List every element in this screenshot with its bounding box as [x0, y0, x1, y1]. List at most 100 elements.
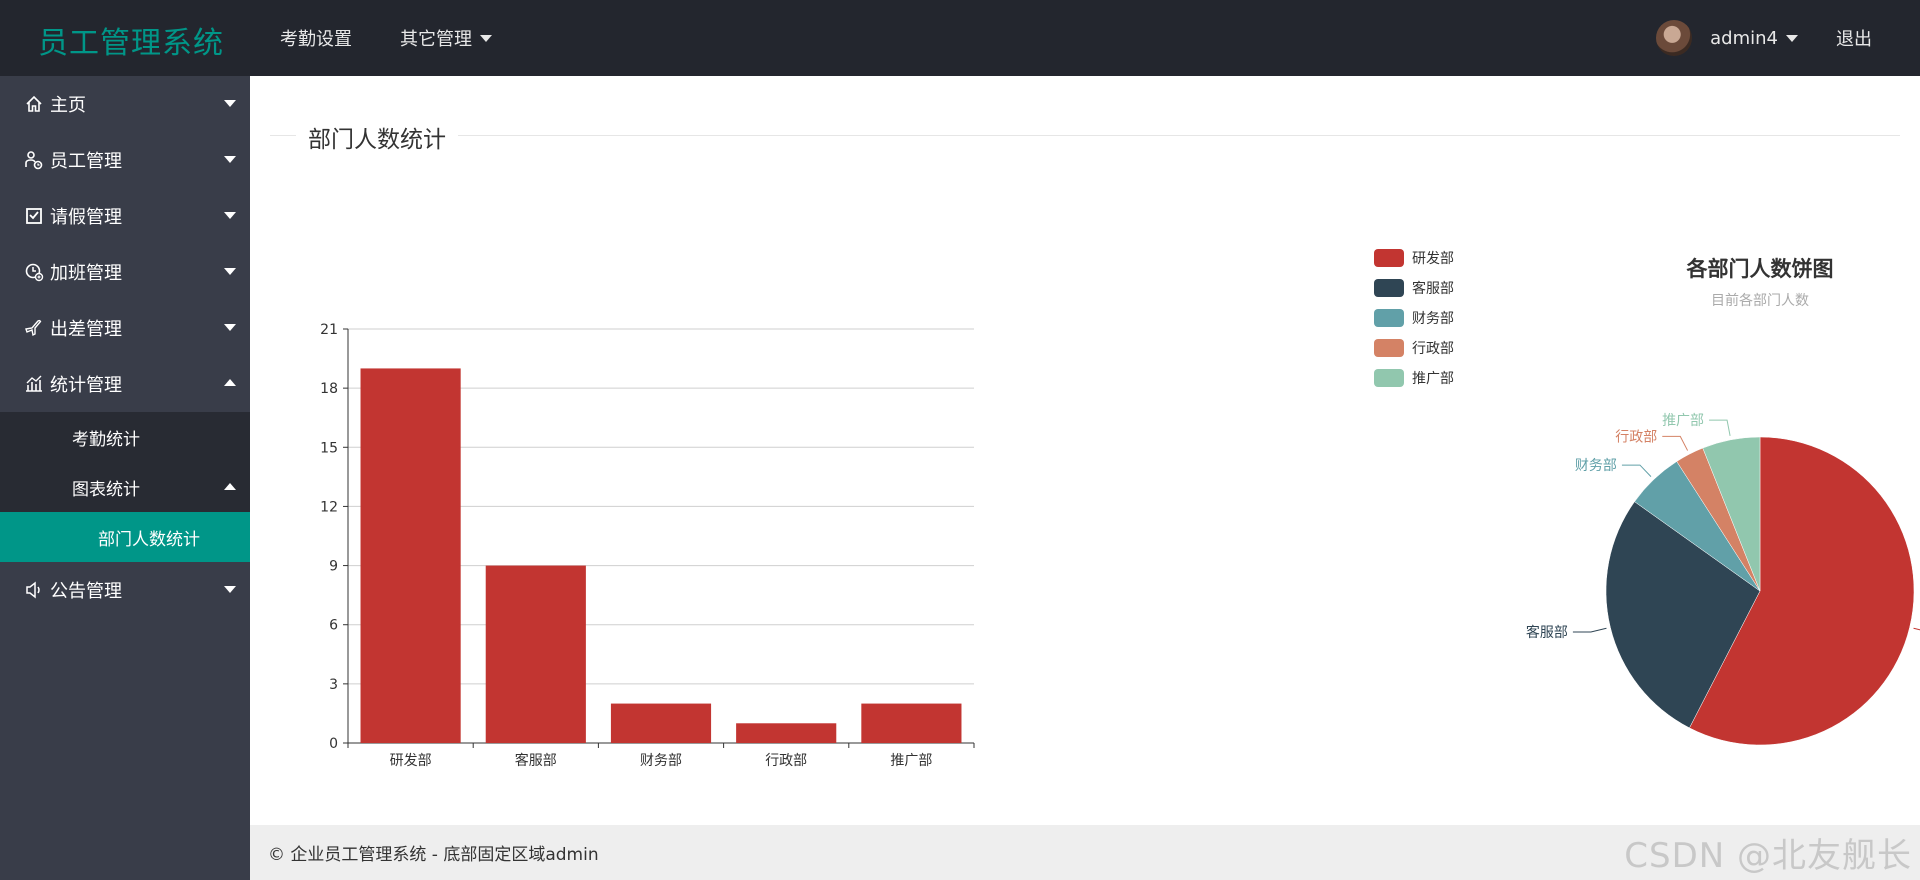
sidebar-item-employees[interactable]: 员工管理 — [0, 132, 250, 188]
watermark: CSDN @北友舰长 — [1624, 836, 1912, 876]
plane-icon — [24, 318, 44, 338]
legend-label: 推广部 — [1412, 371, 1454, 387]
top-header: 员工管理系统 考勤设置 其它管理 admin4 退出 — [0, 0, 1920, 76]
page-title: 部门人数统计 — [296, 120, 458, 154]
y-tick-label: 21 — [320, 322, 338, 338]
pie-slice-label: 行政部 — [1615, 429, 1657, 445]
chevron-down-icon — [224, 324, 236, 331]
main-content: 部门人数统计 0 3 6 9 12 15 18 21 研发部 客服部 财务部 行政部 推广部 研发部 客服… — [250, 76, 1920, 825]
legend-label: 客服部 — [1412, 280, 1454, 297]
footer-text: © 企业员工管理系统 - 底部固定区域admin — [268, 845, 599, 865]
chevron-down-icon — [480, 34, 492, 42]
y-tick-label: 9 — [329, 559, 338, 575]
sidebar-item-overtime[interactable]: 加班管理 — [0, 244, 250, 300]
x-tick-label: 推广部 — [890, 753, 932, 769]
legend-label: 研发部 — [1412, 251, 1454, 267]
sidebar-item-statistics[interactable]: 统计管理 — [0, 356, 250, 412]
bar-行政部 — [736, 723, 837, 743]
y-tick-label: 12 — [320, 499, 338, 515]
chevron-down-icon — [224, 156, 236, 163]
pie-slice-label: 推广部 — [1662, 413, 1704, 429]
x-tick-label: 客服部 — [515, 752, 557, 769]
nav-other-management-label: 其它管理 — [400, 29, 472, 50]
app-logo-title[interactable]: 员工管理系统 — [38, 26, 224, 61]
sidebar-item-label: 统计管理 — [50, 375, 122, 396]
avatar[interactable] — [1656, 20, 1693, 56]
sidebar-item-label: 出差管理 — [50, 319, 122, 340]
pie-title: 各部门人数饼图 — [1686, 257, 1834, 281]
chevron-down-icon — [224, 212, 236, 219]
sidebar-subitem-attendance-stats[interactable]: 考勤统计 — [0, 412, 250, 462]
x-tick-label: 研发部 — [390, 753, 432, 769]
sidebar-subitem-chart-stats[interactable]: 图表统计 — [0, 462, 250, 512]
legend-swatch-行政部 — [1374, 339, 1404, 357]
chevron-down-icon — [1786, 34, 1798, 42]
sidebar-item-label: 主页 — [50, 95, 86, 116]
overtime-icon — [24, 262, 44, 282]
nav-attendance-settings[interactable]: 考勤设置 — [280, 25, 352, 51]
legend-label: 财务部 — [1412, 311, 1454, 327]
user-menu[interactable]: admin4 — [1710, 28, 1798, 49]
home-icon — [24, 94, 44, 114]
chevron-up-icon — [224, 483, 236, 490]
y-tick-label: 15 — [320, 440, 338, 456]
footer: © 企业员工管理系统 - 底部固定区域admin — [250, 825, 1920, 880]
user-area: admin4 退出 — [1656, 0, 1872, 76]
legend-swatch-推广部 — [1374, 369, 1404, 387]
nav-other-management[interactable]: 其它管理 — [400, 25, 492, 51]
statistics-submenu: 考勤统计 图表统计 部门人数统计 — [0, 412, 250, 562]
legend-swatch-财务部 — [1374, 309, 1404, 327]
chevron-down-icon — [224, 100, 236, 107]
pie-leader-line — [1662, 435, 1689, 451]
sidebar: 主页 员工管理 请假管理 加班管理 出差管理 统计管理 — [0, 76, 250, 880]
chevron-up-icon — [224, 379, 236, 386]
pie-slice-label: 财务部 — [1575, 458, 1617, 474]
pie-leader-line — [1621, 464, 1652, 477]
sidebar-subitem-label: 部门人数统计 — [98, 529, 200, 550]
sidebar-subitem-label: 图表统计 — [72, 479, 140, 500]
speaker-icon — [24, 580, 44, 600]
pie-leader-line — [1572, 627, 1607, 633]
pie-subtitle: 目前各部门人数 — [1711, 292, 1809, 309]
logout-link[interactable]: 退出 — [1836, 29, 1872, 50]
sidebar-item-label: 加班管理 — [50, 263, 122, 284]
y-tick-label: 6 — [329, 618, 338, 634]
pie-chart: 研发部客服部财务部行政部推广部各部门人数饼图目前各部门人数研发部客服部财务部行政… — [1374, 249, 1920, 746]
legend-swatch-研发部 — [1374, 249, 1404, 267]
sidebar-item-label: 请假管理 — [50, 207, 122, 228]
chevron-down-icon — [224, 586, 236, 593]
sidebar-item-announcements[interactable]: 公告管理 — [0, 562, 250, 618]
user-manage-icon — [24, 150, 44, 170]
sidebar-item-home[interactable]: 主页 — [0, 76, 250, 132]
pie-slice-label: 客服部 — [1526, 624, 1568, 641]
chevron-down-icon — [224, 268, 236, 275]
legend-label: 行政部 — [1412, 341, 1454, 357]
sidebar-item-label: 员工管理 — [50, 151, 122, 172]
top-nav: 考勤设置 其它管理 — [280, 0, 540, 76]
pie-slice-客服部 — [1605, 501, 1761, 729]
sidebar-item-business-trip[interactable]: 出差管理 — [0, 300, 250, 356]
nav-attendance-settings-label: 考勤设置 — [280, 29, 352, 50]
bar-客服部 — [485, 565, 586, 743]
legend-swatch-客服部 — [1374, 279, 1404, 297]
pie-slice-研发部 — [1689, 436, 1915, 746]
pie-leader-line — [1913, 627, 1920, 631]
x-tick-label: 财务部 — [640, 753, 682, 769]
y-tick-label: 3 — [329, 677, 338, 693]
section-divider — [270, 135, 1900, 136]
bar-研发部 — [360, 368, 461, 743]
pie-slice-推广部 — [1702, 436, 1761, 592]
sidebar-item-leave[interactable]: 请假管理 — [0, 188, 250, 244]
username: admin4 — [1710, 27, 1778, 49]
bar-chart: 0 3 6 9 12 15 18 21 研发部 客服部 财务部 行政部 推广部 — [320, 322, 975, 769]
sidebar-item-label: 公告管理 — [50, 581, 122, 602]
sidebar-subitem-dept-headcount[interactable]: 部门人数统计 — [0, 512, 250, 562]
pie-leader-line — [1709, 419, 1731, 436]
bar-推广部 — [861, 703, 962, 743]
x-tick-label: 行政部 — [765, 753, 807, 769]
bar-财务部 — [610, 703, 712, 743]
sidebar-subitem-label: 考勤统计 — [72, 429, 140, 450]
leave-icon — [24, 206, 44, 226]
chart-icon — [24, 374, 44, 394]
y-tick-label: 0 — [329, 736, 338, 752]
